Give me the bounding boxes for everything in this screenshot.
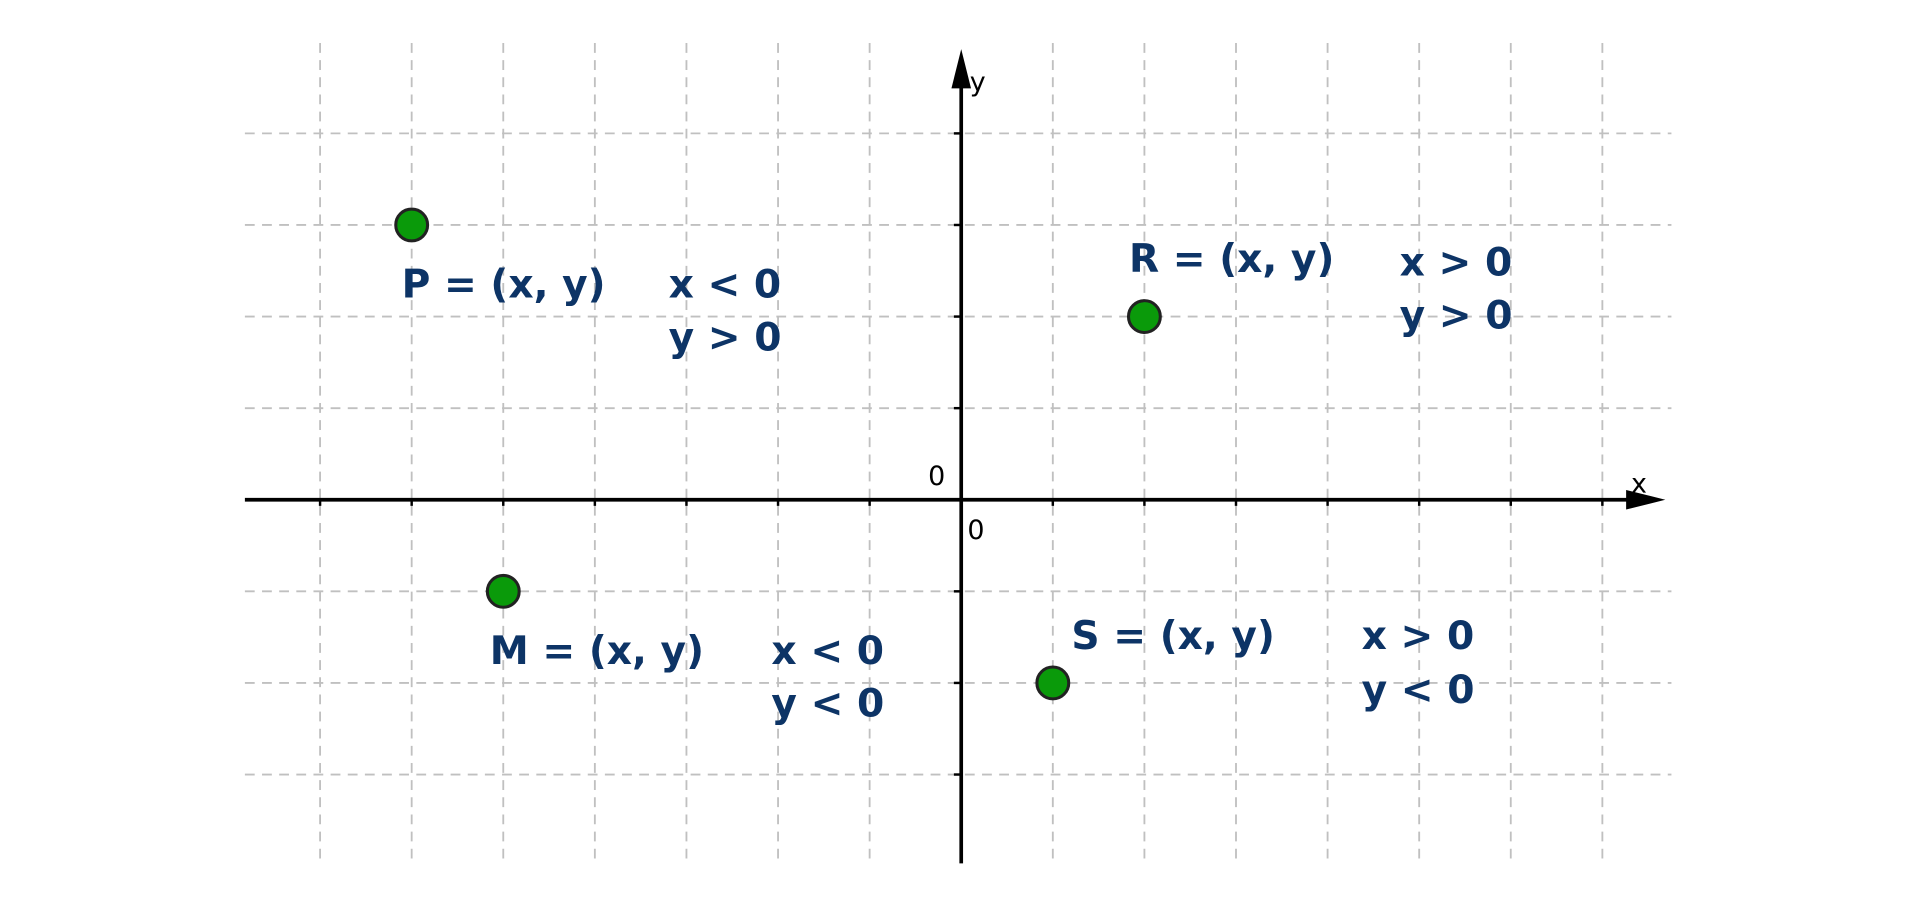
point-r-group: R = (x, y) x > 0 y > 0: [1129, 237, 1513, 338]
point-p-cond-y: y > 0: [669, 315, 782, 360]
point-r-label: R = (x, y): [1129, 237, 1334, 282]
x-axis-label: x: [1631, 468, 1647, 499]
x-axis-arrow: [1626, 489, 1666, 510]
point-r: [1126, 299, 1162, 335]
point-s-group: S = (x, y) x > 0 y < 0: [1071, 614, 1474, 713]
point-m-cond-x: x < 0: [771, 629, 884, 674]
point-p-label: P = (x, y): [402, 263, 606, 308]
point-r-cond-y: y > 0: [1400, 293, 1513, 338]
point-m-label: M = (x, y): [490, 629, 704, 674]
origin-y-label: 0: [928, 461, 945, 492]
point-p: [394, 207, 430, 243]
y-axis-arrow: [951, 49, 972, 89]
point-m-cond-y: y < 0: [771, 681, 884, 726]
point-p-cond-x: x < 0: [669, 263, 782, 308]
y-axis-label: y: [970, 67, 986, 98]
points: [394, 207, 1162, 701]
point-s-label: S = (x, y): [1071, 614, 1274, 659]
point-s-cond-y: y < 0: [1362, 668, 1475, 713]
point-p-group: P = (x, y) x < 0 y > 0: [402, 263, 782, 361]
point-s-cond-x: x > 0: [1362, 614, 1475, 659]
point-s: [1035, 665, 1071, 701]
point-r-cond-x: x > 0: [1400, 241, 1513, 286]
point-m-group: M = (x, y) x < 0 y < 0: [490, 629, 885, 727]
point-m: [485, 573, 521, 609]
origin-x-label: 0: [967, 515, 984, 546]
grid: [244, 43, 1672, 864]
